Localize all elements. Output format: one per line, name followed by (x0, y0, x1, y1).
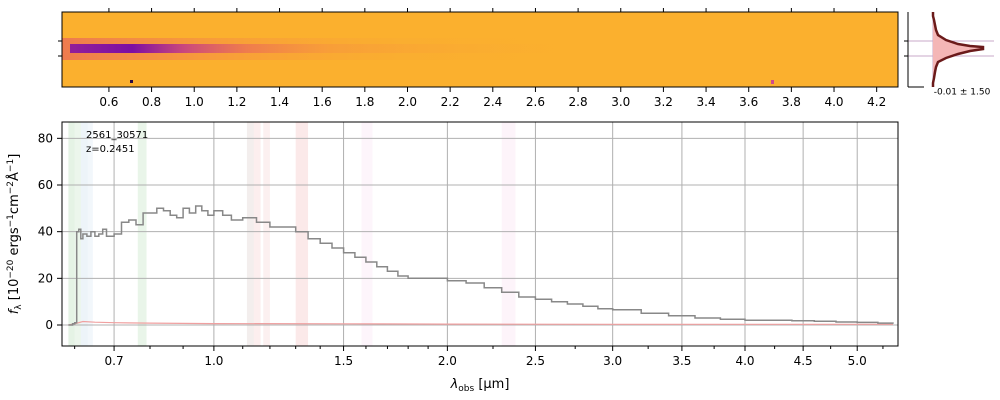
spectrum-2d-xtick-label: 0.6 (99, 95, 118, 109)
y-axis-label-part: cm (7, 194, 22, 214)
emission-line-band (246, 122, 254, 346)
x-axis-label-symbol: λ (450, 377, 459, 392)
y-tick-label: 20 (38, 271, 53, 285)
object-id-label: 2561_30571 (86, 130, 148, 141)
x-axis-label: λobs [μm] (450, 377, 510, 394)
x-tick-label: 2.0 (438, 354, 457, 368)
x-tick-label: 1.0 (204, 354, 223, 368)
spectrum-2d-xtick-label: 2.0 (398, 95, 417, 109)
y-tick-label: 40 (38, 225, 53, 239)
emission-line-band (295, 122, 309, 346)
spectrum-2d-xtick-label: 1.4 (270, 95, 289, 109)
histogram-line (931, 12, 985, 87)
spectrum-2d-xtick-label: 3.2 (654, 95, 673, 109)
spectrum-2d-xtick-label: 4.2 (867, 95, 886, 109)
spectrum-2d-xtick-label: 3.6 (739, 95, 758, 109)
y-axis: 0 20 40 60 80 (38, 131, 62, 332)
spectrum-2d-xtick-label: 2.2 (441, 95, 460, 109)
emission-line-band (361, 122, 373, 346)
spectrum-2d-xaxis: 0.6 0.8 1.0 1.2 1.4 1.6 1.8 2.0 2.2 2.4 2.6 2.8 3.0 3… (99, 8, 886, 109)
y-tick-label: 80 (38, 131, 53, 145)
spectrum-2d-xtick-label: 1.6 (313, 95, 332, 109)
emission-line-band (263, 122, 270, 346)
spectrum-2d-xtick-label: 2.6 (526, 95, 545, 109)
x-tick-label: 4.5 (794, 354, 813, 368)
spectrum-series-line (68, 320, 893, 326)
spectrum-2d-xtick-label: 0.8 (142, 95, 161, 109)
x-axis: 0.7 1.0 1.5 2.0 2.5 3.0 3.5 4.0 4.5 5.0 (74, 346, 884, 368)
spectrum-2d-xtick-label: 3.0 (611, 95, 630, 109)
x-tick-label: 0.7 (105, 354, 124, 368)
emission-line-band (68, 122, 75, 346)
spectrum-2d-frame (61, 11, 899, 88)
y-axis-label-exp: −1 (6, 214, 16, 227)
y-axis-label-unit: [10 (7, 279, 22, 305)
emission-line-band (501, 122, 516, 346)
spectrum-2d-xtick-label: 2.4 (483, 95, 502, 109)
x-tick-label: 3.0 (603, 354, 622, 368)
x-tick-label: 2.5 (526, 354, 545, 368)
y-tick-label: 60 (38, 178, 53, 192)
spectrum-2d-xtick-label: 1.2 (227, 95, 246, 109)
spectrum-2d-xtick-label: 2.8 (569, 95, 588, 109)
spectrum-2d-xtick-label: 3.8 (782, 95, 801, 109)
histogram-fill (933, 12, 983, 87)
spectrum-2d-panel: 0.6 0.8 1.0 1.2 1.4 1.6 1.8 2.0 2.2 2.4 2.6 2.8 3.0 3… (58, 8, 899, 109)
x-tick-label: 1.5 (334, 354, 353, 368)
x-tick-label: 5.0 (848, 354, 867, 368)
spectrum-2d-xtick-label: 1.0 (185, 95, 204, 109)
y-axis-label-subscript: λ (14, 304, 24, 310)
series-layer (68, 205, 894, 326)
spectrum-2d-bad-pixel (771, 80, 774, 84)
emission-line-band (74, 122, 81, 346)
spectrum-2d-xtick-label: 4.0 (824, 95, 843, 109)
y-tick-label: 0 (45, 318, 53, 332)
redshift-label: z=0.2451 (86, 144, 135, 155)
plot-area (62, 122, 898, 346)
spectrum-1d-panel: 0.7 1.0 1.5 2.0 2.5 3.0 3.5 4.0 4.5 5.0 0 20 40 60 80… (6, 121, 899, 394)
emission-line-band (253, 122, 261, 346)
x-axis-label-subscript: obs (458, 384, 474, 394)
y-axis-label-part: ] (7, 154, 22, 159)
y-axis-label-exp: −1 (6, 159, 16, 172)
spectrum-2d-xtick-label: 1.8 (355, 95, 374, 109)
y-axis-label-exp: −2 (6, 181, 16, 194)
y-axis-label-exp: −20 (6, 259, 16, 278)
plot-frame (61, 121, 899, 347)
y-axis-label: fλ [10−20 ergs−1cm−2Å−1] (6, 154, 24, 315)
spectrum-2d-trace (70, 44, 590, 53)
x-tick-label: 3.5 (672, 354, 691, 368)
y-axis-label-symbol: f (7, 307, 22, 314)
y-axis-label-part: ergs (7, 227, 22, 259)
y-axis-label-part: Å (6, 172, 22, 181)
grid-lines (62, 122, 898, 346)
spectrum-series-line (68, 205, 894, 326)
histogram-annotation: -0.01 ± 1.50 (934, 88, 991, 98)
histogram-panel: -0.01 ± 1.50 (904, 12, 994, 98)
emission-line-band (137, 122, 147, 346)
spectrum-2d-xtick-label: 3.4 (697, 95, 716, 109)
spectrum-2d-bad-pixel (130, 80, 133, 83)
x-axis-label-unit: [μm] (474, 377, 509, 392)
x-tick-label: 4.0 (735, 354, 754, 368)
